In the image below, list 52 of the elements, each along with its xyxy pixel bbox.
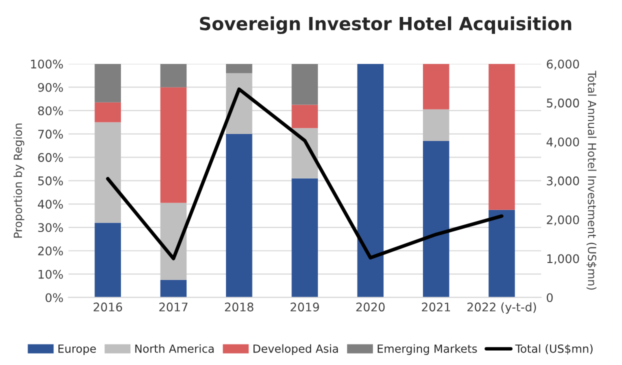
x-tick-label: 2018 xyxy=(224,302,254,312)
legend-label: Europe xyxy=(58,344,96,355)
bar xyxy=(292,64,318,105)
bar xyxy=(488,64,515,210)
y-tick-label: 30% xyxy=(38,223,63,232)
x-tick-label: 2019 xyxy=(290,302,319,312)
bar xyxy=(488,210,515,298)
bar xyxy=(292,104,318,128)
y2-axis-title: Total Annual Hotel Investment (US$mn) xyxy=(586,70,596,290)
legend-label: North America xyxy=(135,344,214,353)
legend-label: Total (US$mn) xyxy=(515,344,593,354)
y-tick-label: 10% xyxy=(38,270,63,279)
y-tick-label: 0% xyxy=(46,293,63,302)
bar xyxy=(226,134,252,298)
y2-tick-label: 2,000 xyxy=(546,215,580,226)
bar xyxy=(422,140,450,298)
y2-tick-label: 0 xyxy=(546,293,553,302)
bar xyxy=(422,64,450,110)
x-tick-label: 2016 xyxy=(94,302,122,312)
y2-tick-label: 6,000 xyxy=(546,60,580,70)
y2-tick-label: 4,000 xyxy=(546,137,580,148)
line-series xyxy=(106,87,504,260)
y-tick-label: 100% xyxy=(31,60,63,69)
chart-title: Sovereign Investor Hotel Acquisition xyxy=(200,16,572,34)
y-tick-label: 20% xyxy=(38,246,63,256)
y2-tick-label: 5,000 xyxy=(546,98,580,109)
y-axis-title: Proportion by Region xyxy=(14,124,24,238)
y-tick-label: 90% xyxy=(38,82,63,92)
bar xyxy=(357,64,384,298)
y-tick-label: 70% xyxy=(38,130,63,139)
bar xyxy=(226,64,252,74)
x-tick-label: 2021 xyxy=(422,302,450,312)
x-tick-label: 2020 xyxy=(356,302,385,312)
y2-tick-label: 1,000 xyxy=(547,254,580,264)
bar xyxy=(292,178,318,298)
bar xyxy=(160,87,187,203)
legend-label: Developed Asia xyxy=(254,344,338,355)
bar xyxy=(422,109,450,141)
y-tick-label: 60% xyxy=(38,153,63,162)
y-tick-label: 50% xyxy=(38,176,63,186)
bar xyxy=(160,64,187,88)
x-tick-label: 2022 (y-t-d) xyxy=(467,302,536,314)
bar xyxy=(94,102,121,122)
y-tick-label: 80% xyxy=(38,106,63,116)
y2-tick-label: 3,000 xyxy=(546,176,580,187)
bar xyxy=(94,122,121,223)
x-tick-label: 2017 xyxy=(159,302,188,312)
y-tick-label: 40% xyxy=(38,200,63,209)
bar xyxy=(160,280,187,298)
legend-label: Emerging Markets xyxy=(378,344,477,355)
bar xyxy=(94,222,121,298)
bar xyxy=(94,64,121,102)
